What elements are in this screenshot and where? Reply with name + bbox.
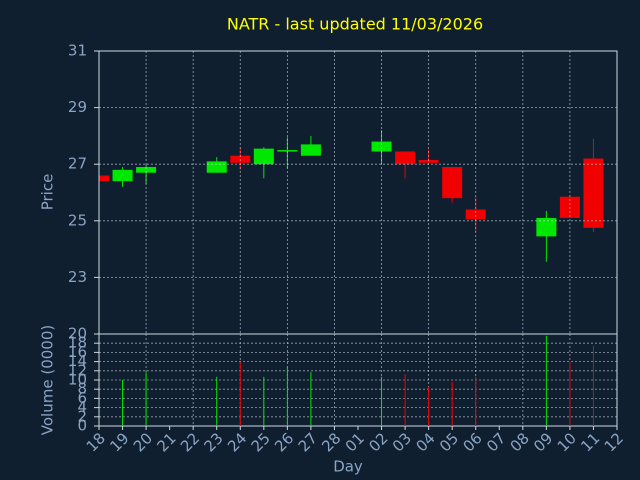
candle-body	[300, 144, 321, 156]
x-tick-label: 10	[554, 429, 580, 455]
volume-tick-label: 0	[77, 417, 87, 435]
chart-title: NATR - last updated 11/03/2026	[227, 15, 483, 34]
candle-body	[99, 175, 109, 182]
x-tick-label: 21	[153, 429, 179, 455]
x-tick-label: 25	[248, 429, 274, 455]
volume-tick-label: 18	[68, 334, 87, 352]
candle-body	[136, 167, 157, 173]
x-tick-label: 24	[224, 429, 250, 455]
y-axis-label: Price	[39, 174, 57, 211]
price-frame	[98, 50, 618, 335]
x-axis-label: Day	[333, 458, 363, 476]
candle-body	[442, 167, 463, 199]
candle-body	[583, 158, 604, 228]
candle-body	[418, 159, 439, 163]
volume-tick-label: 16	[68, 343, 87, 361]
x-tick-label: 01	[342, 429, 368, 455]
x-tick-label: 22	[177, 429, 203, 455]
x-tick-label: 11	[577, 429, 603, 455]
volume-tick-label: 20	[68, 325, 87, 343]
candle-body	[206, 161, 227, 173]
x-tick-label: 09	[530, 429, 556, 455]
y-tick-label: 27	[68, 155, 87, 173]
x-tick-label: 04	[412, 429, 438, 455]
candle-body	[465, 209, 486, 220]
volume-frame	[98, 333, 618, 427]
x-tick-label: 26	[271, 429, 297, 455]
x-tick-label: 28	[318, 429, 344, 455]
x-tick-label: 07	[483, 429, 509, 455]
x-tick-label: 05	[436, 429, 462, 455]
volume-tick-label: 12	[68, 361, 87, 379]
candle-body	[277, 150, 298, 152]
volume-tick-label: 14	[68, 352, 87, 370]
volume-tick-label: 6	[77, 389, 87, 407]
x-tick-label: 02	[365, 429, 391, 455]
y-tick-label: 29	[68, 98, 87, 116]
x-tick-label: 19	[106, 429, 132, 455]
volume-tick-label: 4	[77, 398, 87, 416]
x-tick-label: 12	[601, 429, 627, 455]
volume-tick-label: 2	[77, 407, 87, 425]
y-tick-label: 23	[68, 268, 87, 286]
x-tick-label: 08	[507, 429, 533, 455]
volume-axis-label: Volume (0000)	[39, 325, 57, 435]
y-tick-label: 25	[68, 211, 87, 229]
price-plot	[99, 130, 604, 262]
candle-body	[112, 169, 133, 182]
x-tick-label: 27	[295, 429, 321, 455]
candle-body	[536, 217, 557, 237]
y-tick-label: 31	[68, 42, 87, 60]
x-tick-label: 23	[201, 429, 227, 455]
x-tick-label: 20	[130, 429, 156, 455]
x-tick-label: 03	[389, 429, 415, 455]
volume-tick-label: 8	[77, 380, 87, 398]
candle-body	[253, 148, 274, 165]
candle-body	[395, 151, 416, 165]
volume-tick-label: 10	[68, 371, 87, 389]
candle-body	[371, 141, 392, 152]
x-tick-label: 06	[460, 429, 486, 455]
